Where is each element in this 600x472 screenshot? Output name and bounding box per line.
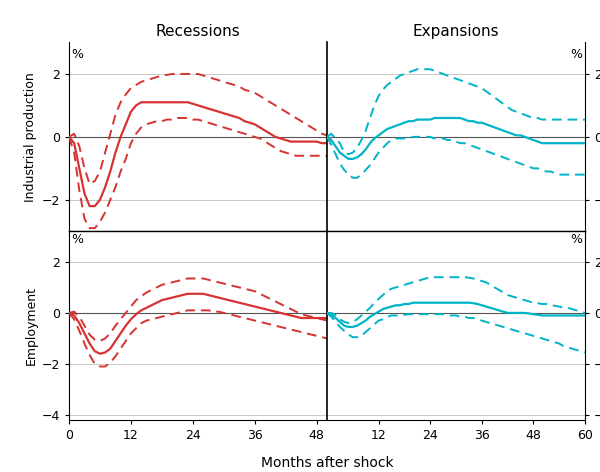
Text: Months after shock: Months after shock <box>260 455 394 470</box>
Y-axis label: Employment: Employment <box>25 286 37 365</box>
Text: %: % <box>571 233 583 246</box>
Text: %: % <box>71 48 83 61</box>
Title: Expansions: Expansions <box>413 24 499 39</box>
Y-axis label: Industrial production: Industrial production <box>25 72 37 202</box>
Title: Recessions: Recessions <box>155 24 241 39</box>
Text: %: % <box>71 233 83 246</box>
Text: %: % <box>571 48 583 61</box>
